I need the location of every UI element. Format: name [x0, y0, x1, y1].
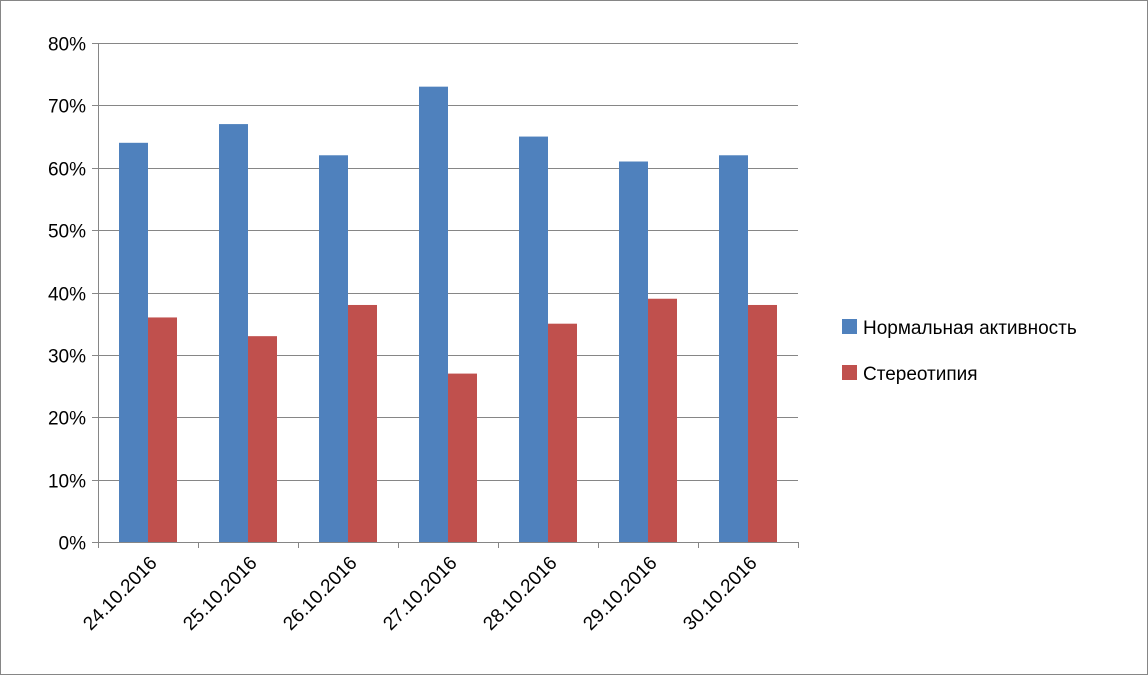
y-tick-label: 30% — [48, 347, 86, 368]
bar-normal-activity — [619, 161, 648, 542]
legend: Нормальная активность Стереотипия — [842, 318, 1077, 385]
x-tick-label: 24.10.2016 — [79, 553, 161, 635]
x-tick-label: 27.10.2016 — [379, 553, 461, 635]
legend-label: Нормальная активность — [863, 318, 1077, 339]
bar-normal-activity — [519, 136, 548, 542]
y-tick-label: 40% — [48, 285, 86, 306]
y-tick-label: 0% — [59, 534, 87, 555]
bar-stereotypy — [748, 304, 777, 542]
bar-stereotypy — [548, 323, 577, 542]
bar-normal-activity — [319, 155, 348, 542]
y-tick-labels: 0% 10% 20% 30% 40% 50% 60% 70% 80% — [48, 35, 86, 555]
bar-stereotypy — [248, 336, 277, 542]
x-tick-label: 30.10.2016 — [679, 553, 761, 635]
x-tick-label: 26.10.2016 — [279, 553, 361, 635]
bar-stereotypy — [148, 317, 177, 542]
y-tick-label: 20% — [48, 409, 86, 430]
legend-label: Стереотипия — [863, 364, 978, 385]
bar-normal-activity — [419, 86, 448, 542]
bar-normal-activity — [719, 155, 748, 542]
bars — [119, 86, 777, 543]
y-tick-label: 10% — [48, 472, 86, 493]
bar-stereotypy — [648, 298, 677, 542]
y-tick-label: 70% — [48, 97, 86, 118]
x-tick-label: 28.10.2016 — [479, 553, 561, 635]
y-tick-label: 80% — [48, 35, 86, 56]
y-tick-label: 50% — [48, 222, 86, 243]
legend-swatch — [842, 319, 857, 334]
bar-normal-activity — [119, 142, 148, 543]
legend-swatch — [842, 365, 857, 380]
x-tick-label: 29.10.2016 — [579, 553, 661, 635]
y-tick-label: 60% — [48, 160, 86, 181]
axes — [98, 43, 799, 548]
bar-normal-activity — [219, 124, 248, 543]
x-tick-label: 25.10.2016 — [179, 553, 261, 635]
bar-stereotypy — [348, 304, 377, 542]
bar-stereotypy — [448, 373, 477, 542]
x-tick-labels: 24.10.2016 25.10.2016 26.10.2016 27.10.2016… — [79, 553, 761, 635]
